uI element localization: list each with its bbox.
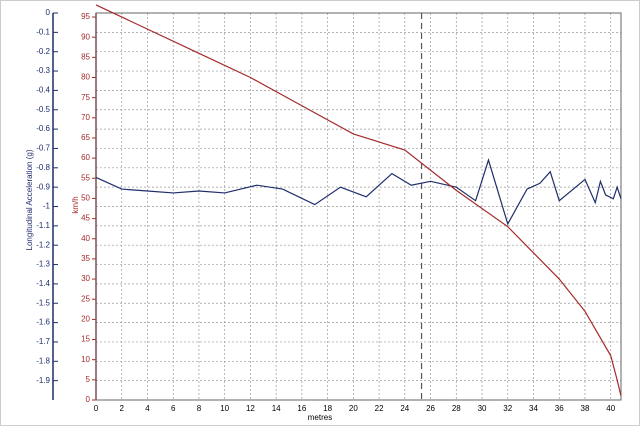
x-tick-label: 0	[94, 404, 99, 413]
y-tick-label: -0.3	[36, 66, 50, 75]
y2-tick-label: 15	[81, 335, 90, 344]
x-tick-label: 6	[171, 404, 176, 413]
y-tick-label: -1.7	[36, 337, 50, 346]
y2-tick-label: 75	[81, 93, 90, 102]
series-line	[95, 158, 622, 226]
x-tick-label: 4	[145, 404, 150, 413]
y2-tick-label: 95	[81, 12, 90, 21]
y2-tick-label: 90	[81, 32, 90, 41]
x-tick-label: 22	[375, 404, 384, 413]
y-tick-label: -0.6	[36, 124, 50, 133]
x-tick-label: 16	[297, 404, 306, 413]
y2-tick-label: 5	[86, 375, 91, 384]
x-tick-label: 40	[606, 404, 615, 413]
y2-tick-label: 0	[86, 395, 91, 404]
y2-tick-label: 50	[81, 194, 90, 203]
x-tick-label: 32	[503, 404, 512, 413]
x-tick-label: 2	[120, 404, 125, 413]
x-tick-label: 12	[246, 404, 255, 413]
y-tick-label: -0.8	[36, 163, 50, 172]
y2-tick-label: 20	[81, 314, 90, 323]
x-tick-label: 20	[349, 404, 358, 413]
x-tick-label: 36	[555, 404, 564, 413]
y-tick-label: -1.4	[36, 279, 50, 288]
y2-tick-label: 30	[81, 274, 90, 283]
y2-tick-label: 85	[81, 52, 90, 61]
y-tick-label: -1.2	[36, 240, 50, 249]
y2-tick-label: 60	[81, 153, 90, 162]
y2-tick-label: 25	[81, 294, 90, 303]
y2-tick-label: 55	[81, 173, 90, 182]
y-tick-label: -0.5	[36, 105, 50, 114]
y-axis-label: Longitudinal Acceleration (g)	[25, 149, 34, 250]
x-tick-label: 28	[452, 404, 461, 413]
y-tick-label: -0.7	[36, 144, 50, 153]
y2-tick-label: 40	[81, 234, 90, 243]
y-tick-label: -0.9	[36, 182, 50, 191]
y2-tick-label: 35	[81, 254, 90, 263]
y2-axis-label: km/h	[71, 196, 80, 213]
y2-tick-label: 45	[81, 214, 90, 223]
y-tick-label: -1	[43, 202, 51, 211]
y-tick-label: -0.1	[36, 27, 50, 36]
x-tick-label: 38	[581, 404, 590, 413]
x-tick-label: 10	[220, 404, 229, 413]
y-tick-label: -0.2	[36, 47, 50, 56]
y-tick-label: -1.6	[36, 318, 50, 327]
y2-tick-label: 10	[81, 355, 90, 364]
y-tick-label: -1.1	[36, 221, 50, 230]
x-tick-label: 14	[272, 404, 281, 413]
y-tick-label: -0.4	[36, 86, 50, 95]
y-tick-label: 0	[46, 8, 51, 17]
x-tick-label: 18	[323, 404, 332, 413]
y2-tick-label: 70	[81, 113, 90, 122]
x-tick-label: 24	[400, 404, 409, 413]
x-tick-label: 34	[529, 404, 538, 413]
y-tick-label: -1.8	[36, 356, 50, 365]
x-tick-label: 30	[478, 404, 487, 413]
y2-tick-label: 80	[81, 73, 90, 82]
y2-tick-label: 65	[81, 133, 90, 142]
x-axis-label: metres	[308, 413, 332, 422]
x-tick-label: 26	[426, 404, 435, 413]
y-tick-label: -1.3	[36, 260, 50, 269]
y-tick-label: -1.5	[36, 298, 50, 307]
plot-border	[95, 12, 622, 401]
x-tick-label: 8	[197, 404, 202, 413]
series-line	[95, 4, 622, 397]
y-tick-label: -1.9	[36, 376, 50, 385]
